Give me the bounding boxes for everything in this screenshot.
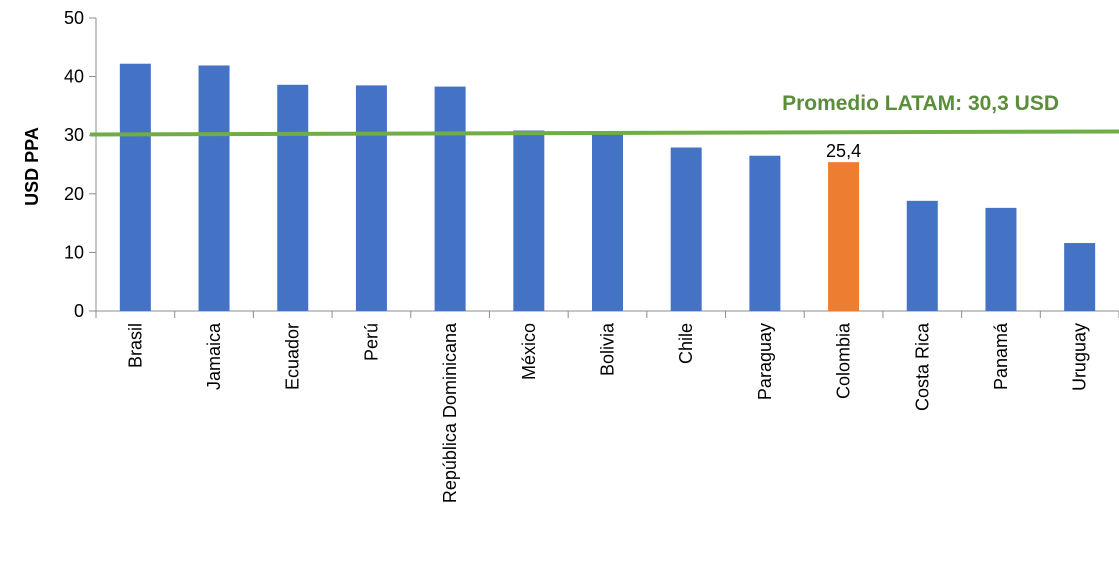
x-tick-label: Jamaica — [204, 322, 224, 390]
bar-brasil — [119, 63, 151, 311]
x-tick-label: Paraguay — [755, 323, 775, 400]
data-labels: 25,4 — [826, 141, 861, 161]
bar-costa-rica — [906, 200, 938, 311]
bar-paraguay — [749, 155, 781, 311]
average-line-label: Promedio LATAM: 30,3 USD — [782, 92, 1059, 115]
bar-uruguay — [1064, 243, 1096, 311]
average-line — [89, 129, 1119, 137]
x-tick-label: Ecuador — [283, 323, 303, 390]
y-tick-label: 0 — [74, 301, 84, 321]
x-tick-label: Costa Rica — [912, 322, 932, 411]
bar-m-xico — [513, 130, 545, 311]
y-tick-label: 50 — [64, 8, 84, 28]
y-tick-label: 30 — [64, 125, 84, 145]
bars — [119, 63, 1096, 311]
x-tick-label: México — [519, 323, 539, 380]
x-tick-label: Chile — [676, 323, 696, 364]
x-axis: Brasil Jamaica Ecuador Perú República Domini… — [95, 310, 1119, 503]
data-label: 25,4 — [826, 141, 861, 161]
y-tick-label: 40 — [64, 67, 84, 87]
bar-per- — [355, 85, 387, 311]
x-tick-label: Colombia — [834, 322, 854, 399]
x-tick-label: Perú — [361, 323, 381, 361]
x-tick-label: Uruguay — [1070, 323, 1090, 391]
y-axis-title: USD PPA — [22, 127, 42, 206]
x-tick-label: Brasil — [125, 323, 145, 368]
bar-colombia — [828, 162, 860, 311]
y-tick-label: 10 — [64, 242, 84, 262]
bar-jamaica — [198, 65, 230, 311]
y-axis: 0 10 20 30 40 50 — [64, 8, 97, 321]
reference-line-group: Promedio LATAM: 30,3 USD — [89, 92, 1119, 137]
x-tick-label: República Dominicana — [440, 322, 460, 503]
bar-bolivia — [592, 132, 623, 311]
y-tick-label: 20 — [64, 184, 84, 204]
x-tick-label: Bolivia — [598, 322, 618, 376]
bar-panam- — [985, 207, 1017, 311]
bar-ecuador — [277, 84, 309, 311]
bar-rep-blica-dominicana — [434, 86, 466, 311]
x-tick-label: Panamá — [991, 322, 1011, 390]
bar-chile — [670, 147, 702, 311]
